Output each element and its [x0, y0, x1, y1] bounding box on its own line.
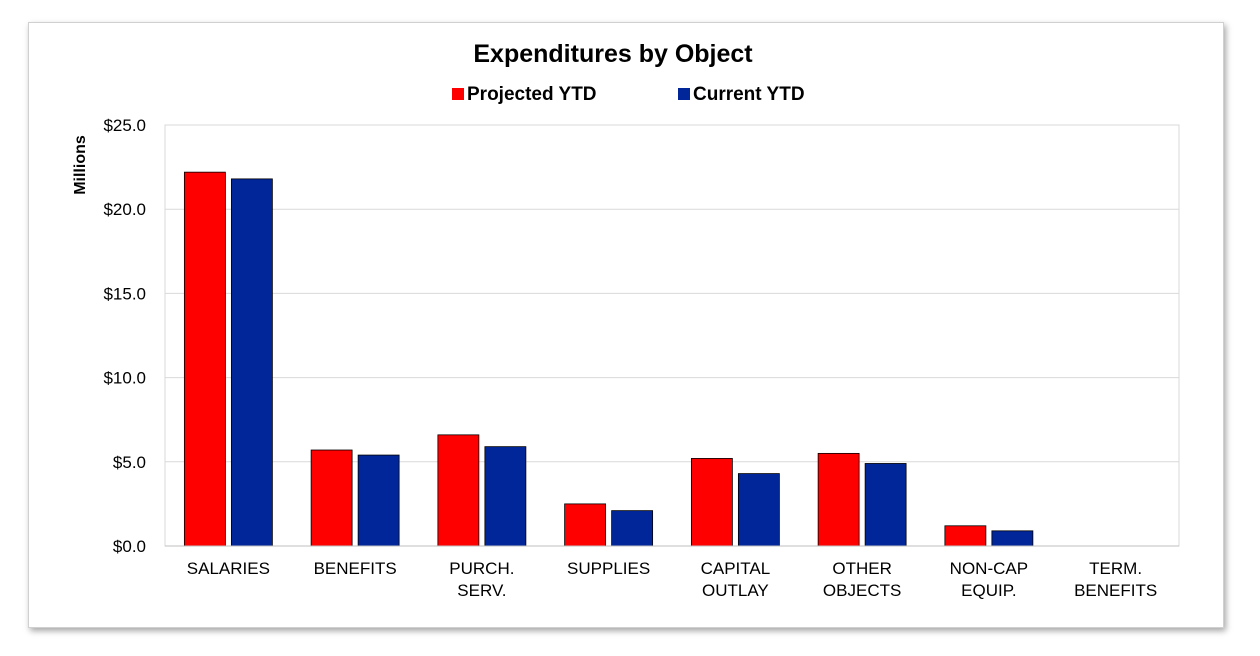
bar-projected — [690, 458, 733, 547]
legend-swatch-projected — [452, 88, 464, 100]
x-tick-label: SUPPLIES — [567, 559, 650, 578]
bars — [183, 171, 1034, 547]
bar-projected — [944, 525, 987, 547]
legend-label-projected: Projected YTD — [467, 84, 597, 105]
chart-title: Expenditures by Object — [473, 40, 753, 68]
y-axis-ticks: $0.0 $5.0 $10.0 $15.0 $20.0 $25.0 — [103, 116, 146, 556]
y-tick-label: $5.0 — [113, 453, 146, 472]
x-tick-label: PURCH. SERV. — [449, 559, 514, 600]
bar-projected — [183, 171, 226, 547]
gridlines — [165, 124, 1179, 463]
bar-projected — [564, 503, 607, 547]
bar-current — [991, 530, 1034, 547]
bar-projected — [437, 434, 480, 547]
bar-current — [357, 454, 400, 547]
x-tick-label: TERM. BENEFITS — [1074, 559, 1157, 600]
x-tick-label: OTHER OBJECTS — [823, 559, 901, 600]
x-axis-labels: SALARIES BENEFITS PURCH. SERV. SUPPLIES CAPIT… — [187, 559, 1157, 600]
bar-current — [484, 446, 527, 547]
x-tick-label: NON-CAP EQUIP. — [950, 559, 1028, 600]
bar-current — [230, 178, 273, 547]
bar-current — [864, 463, 907, 547]
x-tick-label: BENEFITS — [314, 559, 397, 578]
legend-swatch-current — [678, 88, 690, 100]
y-tick-label: $20.0 — [103, 200, 146, 219]
bar-projected — [817, 452, 860, 547]
y-tick-label: $15.0 — [103, 284, 146, 303]
y-tick-label: $0.0 — [113, 537, 146, 556]
x-tick-label: SALARIES — [187, 559, 270, 578]
y-tick-label: $25.0 — [103, 116, 146, 135]
y-axis-label: Millions — [72, 135, 89, 195]
y-tick-label: $10.0 — [103, 369, 146, 388]
x-tick-label: CAPITAL OUTLAY — [701, 559, 771, 600]
bar-current — [611, 510, 654, 547]
legend: Projected YTD Current YTD — [452, 84, 805, 105]
bar-projected — [310, 449, 353, 547]
bar-current — [737, 473, 780, 547]
legend-label-current: Current YTD — [693, 84, 805, 105]
